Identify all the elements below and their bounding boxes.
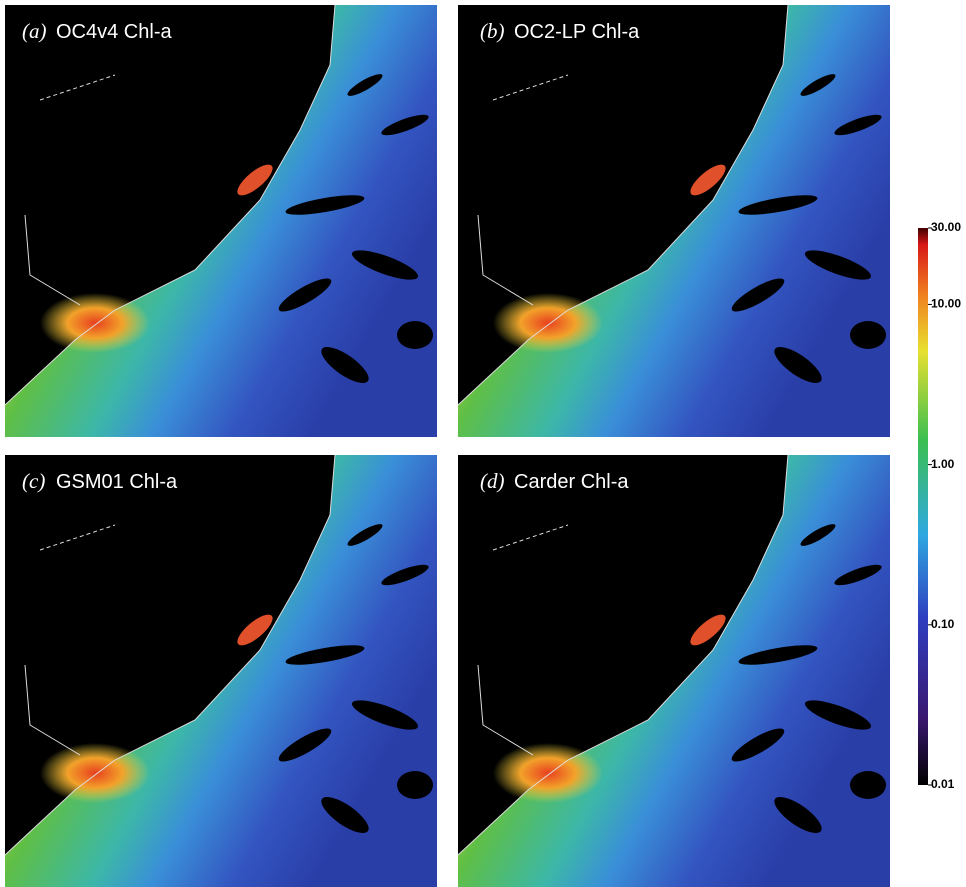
panel-a: (a) OC4v4 Chl-a	[5, 5, 437, 437]
figure: (a) OC4v4 Chl-a (b) OC2-LP Chl-a (c) GSM…	[0, 0, 966, 887]
panel-letter: (a)	[22, 19, 47, 43]
panel-title: OC4v4 Chl-a	[56, 21, 172, 43]
panel-title: GSM01 Chl-a	[56, 471, 178, 493]
colorbar-label: 0.01	[931, 777, 955, 791]
panel-letter: (b)	[480, 19, 505, 43]
panel-title: Carder Chl-a	[514, 471, 629, 493]
colorbar	[918, 228, 928, 785]
panel-b: (b) OC2-LP Chl-a	[458, 5, 890, 437]
colorbar-label: 1.00	[931, 457, 955, 471]
colorbar-label: 0.10	[931, 617, 955, 631]
panel-letter: (d)	[480, 469, 505, 493]
panel-d: (d) Carder Chl-a	[458, 455, 890, 887]
panel-letter: (c)	[22, 469, 45, 493]
panel-title: OC2-LP Chl-a	[514, 21, 640, 43]
colorbar-label: 10.00	[931, 297, 961, 311]
colorbar-label: 30.00	[931, 220, 961, 234]
panel-c: (c) GSM01 Chl-a	[5, 455, 437, 887]
